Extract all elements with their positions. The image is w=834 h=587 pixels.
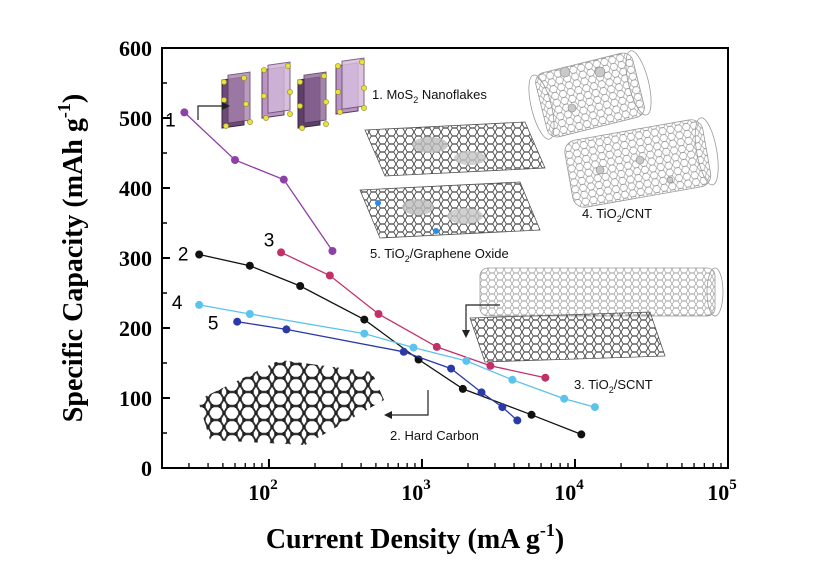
data-point bbox=[486, 361, 495, 370]
series-line bbox=[183, 111, 334, 252]
data-point bbox=[577, 430, 586, 439]
data-point bbox=[513, 416, 522, 425]
series-line bbox=[280, 251, 546, 379]
data-point bbox=[409, 343, 418, 352]
series-2: 2 bbox=[178, 245, 586, 439]
data-point bbox=[527, 410, 536, 419]
series-3: 3 bbox=[264, 230, 550, 382]
hard-carbon-illustration bbox=[198, 360, 429, 445]
graphene-oxide-illustration bbox=[359, 121, 546, 239]
data-point bbox=[462, 356, 471, 365]
data-point bbox=[245, 261, 254, 270]
data-point bbox=[590, 403, 599, 412]
x-tick-label: 103 bbox=[401, 477, 431, 505]
data-point bbox=[360, 315, 369, 324]
inset-label: 1. MoS2 Nanoflakes bbox=[372, 87, 487, 105]
labels-layer: 1. MoS2 Nanoflakes 5. TiO2/Graphene Oxide… bbox=[370, 87, 653, 443]
series-4: 4 bbox=[172, 293, 599, 412]
data-point bbox=[195, 250, 204, 259]
data-point bbox=[231, 156, 240, 164]
series-line bbox=[199, 304, 596, 408]
data-point bbox=[277, 248, 286, 257]
series-label: 5 bbox=[208, 314, 219, 335]
series-label: 4 bbox=[172, 293, 183, 314]
series-line bbox=[199, 253, 582, 436]
data-point bbox=[374, 310, 383, 318]
x-tick-label: 104 bbox=[554, 477, 584, 505]
y-tick-label: 200 bbox=[119, 316, 152, 341]
data-point bbox=[432, 342, 441, 351]
data-point bbox=[296, 282, 305, 290]
y-tick-label: 100 bbox=[119, 386, 152, 411]
data-point bbox=[458, 384, 467, 393]
data-point bbox=[399, 347, 408, 356]
data-point bbox=[328, 247, 337, 255]
data-point bbox=[447, 364, 456, 373]
data-point bbox=[477, 388, 486, 397]
x-tick-label: 105 bbox=[707, 477, 737, 505]
series-label: 3 bbox=[264, 230, 275, 251]
series-5: 5 bbox=[208, 314, 522, 425]
data-point bbox=[360, 329, 369, 338]
scnt-illustration bbox=[462, 267, 724, 363]
data-point bbox=[498, 403, 507, 412]
y-tick-label: 300 bbox=[119, 246, 152, 271]
y-tick-label: 600 bbox=[119, 36, 152, 61]
y-tick-label: 400 bbox=[119, 176, 152, 201]
inset-illustrations bbox=[197, 50, 724, 445]
data-point bbox=[325, 271, 334, 280]
x-axis-title: Current Density (mA g-1) bbox=[266, 520, 564, 555]
inset-label: 3. TiO2/SCNT bbox=[574, 377, 653, 395]
data-point bbox=[180, 108, 189, 117]
inset-label: 4. TiO2/CNT bbox=[582, 206, 652, 224]
data-point bbox=[282, 325, 291, 334]
mos2-nanoflakes-illustration bbox=[197, 57, 367, 131]
x-tick-label: 102 bbox=[248, 477, 278, 505]
data-point bbox=[233, 317, 242, 326]
inset-label: 2. Hard Carbon bbox=[390, 428, 479, 443]
series-label: 1 bbox=[165, 110, 176, 131]
data-point bbox=[541, 373, 550, 382]
y-tick-label: 500 bbox=[119, 106, 152, 131]
inset-label: 5. TiO2/Graphene Oxide bbox=[370, 246, 509, 264]
y-axis-title: Specific Capacity (mAh g-1) bbox=[54, 94, 89, 422]
series-1: 1 bbox=[165, 108, 337, 255]
series-layer: 1 2 3 4 5 bbox=[165, 108, 599, 439]
data-point bbox=[195, 300, 204, 309]
cnt-illustration bbox=[528, 50, 719, 208]
data-point bbox=[245, 310, 254, 318]
data-point bbox=[508, 375, 517, 384]
data-point bbox=[279, 175, 288, 184]
data-point bbox=[560, 394, 569, 403]
y-tick-label: 0 bbox=[141, 456, 152, 481]
plot-axes: 0 100 200 300 400 500 600 102 103 104 105 Current D… bbox=[54, 36, 737, 555]
series-label: 2 bbox=[178, 245, 189, 266]
